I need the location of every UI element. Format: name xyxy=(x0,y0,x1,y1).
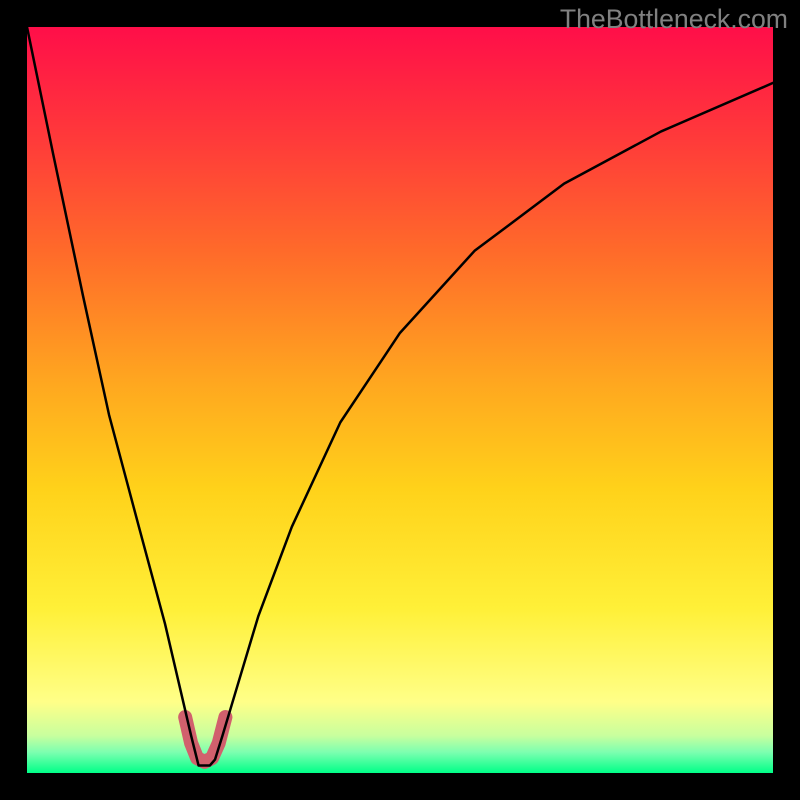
watermark-text: TheBottleneck.com xyxy=(560,4,788,35)
plot-svg xyxy=(27,27,773,773)
plot-area xyxy=(27,27,773,773)
chart-stage: TheBottleneck.com xyxy=(0,0,800,800)
gradient-background xyxy=(27,27,773,773)
